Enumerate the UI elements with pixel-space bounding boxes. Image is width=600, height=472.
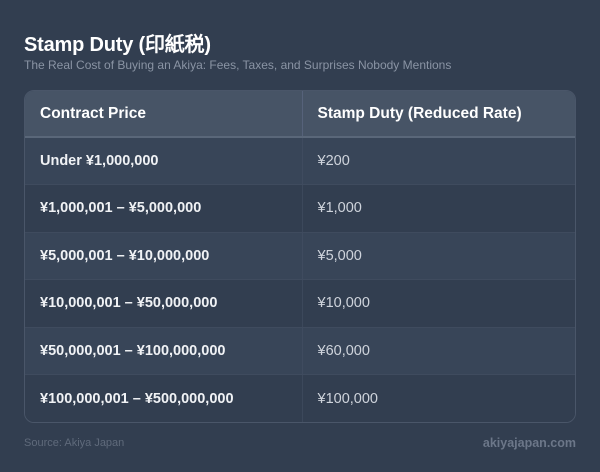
stamp-duty-cell: ¥10,000 [301, 279, 575, 327]
stamp-duty-cell: ¥200 [301, 137, 575, 185]
contract-price-cell: Under ¥1,000,000 [40, 153, 159, 169]
table-row: ¥10,000,001 – ¥50,000,000 ¥10,000 [25, 279, 575, 327]
site-watermark: akiyajapan.com [482, 436, 576, 450]
table-header-row: Contract Price Stamp Duty (Reduced Rate) [25, 91, 575, 138]
page-subtitle: The Real Cost of Buying an Akiya: Fees, … [24, 58, 452, 72]
contract-price-cell: ¥100,000,001 – ¥500,000,000 [25, 374, 302, 422]
contract-price-cell: ¥1,000,001 – ¥5,000,000 [25, 184, 302, 232]
stamp-duty-table-container: Contract Price Stamp Duty (Reduced Rate)… [24, 90, 576, 423]
table-row: ¥100,000,001 – ¥500,000,000 ¥100,000 [25, 374, 575, 422]
column-header-stamp-duty: Stamp Duty (Reduced Rate) [301, 91, 575, 138]
stamp-duty-cell: ¥5,000 [301, 231, 575, 280]
contract-price-cell: ¥5,000,001 – ¥10,000,000 [25, 231, 302, 280]
table-row: ¥5,000,001 – ¥10,000,000 ¥5,000 [25, 231, 575, 280]
stamp-duty-cell: ¥60,000 [301, 326, 575, 375]
contract-price-cell: ¥50,000,001 – ¥100,000,000 [25, 326, 302, 375]
table-row: ¥50,000,001 – ¥100,000,000 ¥60,000 [25, 326, 575, 375]
source-credit: Source: Akiya Japan [24, 437, 125, 449]
table-body: Under ¥1,000,000 ¥200 ¥1,000,001 – ¥5,00… [25, 137, 575, 422]
stamp-duty-cell: ¥100,000 [301, 374, 575, 422]
stamp-duty-table: Contract Price Stamp Duty (Reduced Rate)… [25, 91, 575, 422]
table-header: Contract Price Stamp Duty (Reduced Rate) [25, 91, 575, 138]
page-title: Stamp Duty (印紙税) [24, 34, 211, 56]
table-row: Under ¥1,000,000 ¥200 [25, 137, 575, 185]
column-header-contract-price: Contract Price [25, 91, 302, 138]
table-row: ¥1,000,001 – ¥5,000,000 ¥1,000 [25, 184, 575, 232]
stamp-duty-cell: ¥1,000 [301, 184, 575, 232]
contract-price-cell: ¥10,000,001 – ¥50,000,000 [25, 279, 302, 327]
